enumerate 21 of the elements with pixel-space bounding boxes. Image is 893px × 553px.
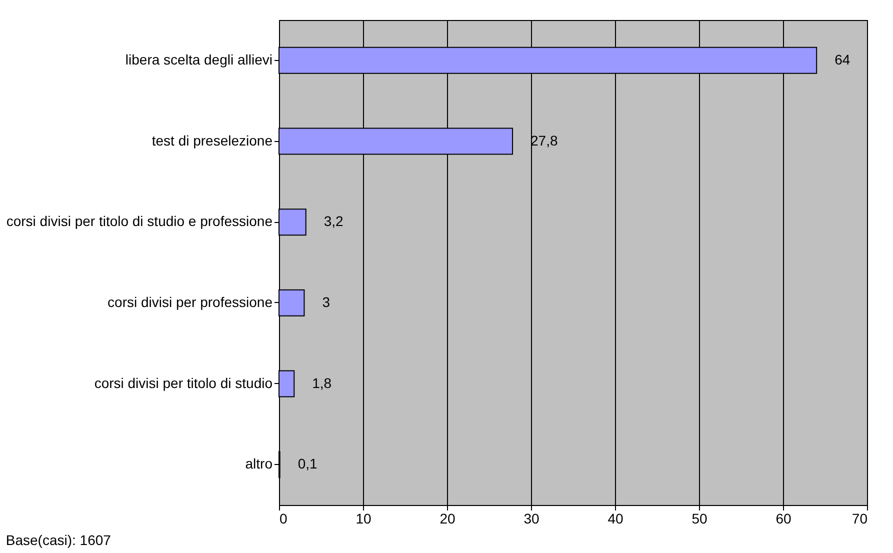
y-tick-label: corsi divisi per titolo di studio [94,374,273,391]
y-tick-label: altro [245,456,273,472]
data-label: 3,2 [324,213,344,230]
x-tick-label: 0 [280,510,288,526]
data-label: 1,8 [312,374,332,391]
data-label: 3 [322,294,330,310]
y-tick-label: libera scelta degli allievi [125,51,272,68]
data-label: 27,8 [530,132,558,148]
x-tick-label: 70 [852,510,868,526]
x-tick-label: 50 [692,510,708,526]
x-tick-label: 20 [440,510,456,526]
x-tick-label: 30 [524,510,540,526]
data-label: 64 [834,51,850,68]
y-tick-label: corsi divisi per titolo di studio e professione [6,213,273,230]
x-tick-label: 60 [776,510,792,526]
x-tick-label: 10 [356,510,372,526]
x-tick-label: 40 [608,510,624,526]
data-label: 0,1 [298,456,318,472]
y-tick-label: test di preselezione [152,132,273,148]
y-tick-label: corsi divisi per professione [108,294,273,310]
text: Base(casi): 1607 [6,532,112,548]
